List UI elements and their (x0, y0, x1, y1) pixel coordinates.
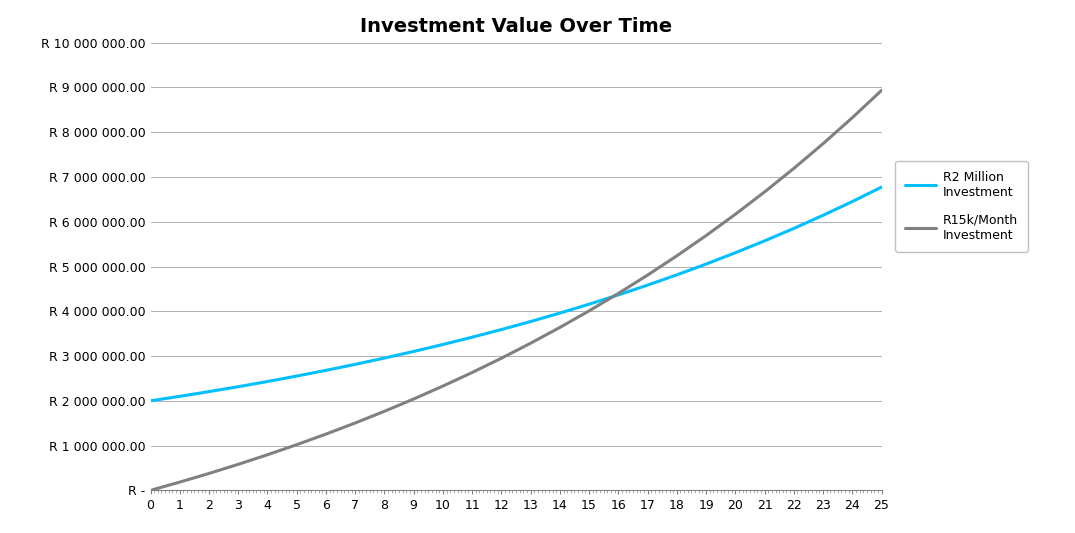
R2 Million
Investment (144, 398, 157, 404)
R2 Million
Investment (232, 384, 245, 390)
R2 Million
Investment (700, 261, 713, 267)
R2 Million
Investment (817, 212, 830, 219)
R15k/Month
Investment (700, 232, 713, 239)
R2 Million
Investment (407, 348, 420, 354)
R15k/Month
Investment (729, 211, 742, 217)
R2 Million
Investment (202, 389, 215, 395)
R2 Million
Investment (261, 378, 274, 385)
R2 Million
Investment (173, 393, 186, 400)
R2 Million
Investment (758, 238, 771, 244)
R15k/Month
Investment (202, 470, 215, 477)
R2 Million
Investment (465, 334, 478, 341)
R15k/Month
Investment (787, 165, 800, 172)
R15k/Month
Investment (378, 408, 391, 415)
R2 Million
Investment (671, 272, 684, 278)
R2 Million
Investment (348, 361, 361, 368)
R15k/Month
Investment (525, 340, 538, 346)
R2 Million
Investment (846, 198, 859, 205)
R15k/Month
Investment (348, 420, 361, 426)
R15k/Month
Investment (407, 396, 420, 402)
R15k/Month
Investment (436, 383, 449, 389)
R2 Million
Investment (290, 373, 303, 379)
R15k/Month
Investment (319, 431, 332, 437)
R2 Million
Investment (436, 341, 449, 348)
R2 Million
Investment (787, 225, 800, 232)
R2 Million
Investment (875, 184, 888, 190)
R2 Million
Investment (494, 326, 507, 333)
Line: R15k/Month
Investment: R15k/Month Investment (151, 91, 881, 490)
R15k/Month
Investment (641, 272, 654, 278)
R15k/Month
Investment (465, 369, 478, 376)
R15k/Month
Investment (494, 355, 507, 361)
R15k/Month
Investment (846, 115, 859, 121)
R15k/Month
Investment (758, 189, 771, 195)
R15k/Month
Investment (144, 487, 157, 494)
R15k/Month
Investment (554, 324, 567, 330)
R15k/Month
Investment (290, 441, 303, 448)
Title: Investment Value Over Time: Investment Value Over Time (360, 17, 672, 36)
R2 Million
Investment (583, 301, 596, 308)
R15k/Month
Investment (173, 479, 186, 486)
R2 Million
Investment (554, 310, 567, 316)
R15k/Month
Investment (583, 308, 596, 314)
Line: R2 Million
Investment: R2 Million Investment (151, 187, 881, 401)
R2 Million
Investment (641, 282, 654, 288)
R15k/Month
Investment (817, 141, 830, 147)
R2 Million
Investment (378, 355, 391, 361)
R15k/Month
Investment (612, 290, 625, 297)
R2 Million
Investment (612, 292, 625, 298)
R2 Million
Investment (729, 249, 742, 256)
R2 Million
Investment (319, 367, 332, 374)
Legend: R2 Million
Investment, R15k/Month
Investment: R2 Million Investment, R15k/Month Invest… (895, 161, 1028, 252)
R15k/Month
Investment (671, 253, 684, 259)
R15k/Month
Investment (232, 461, 245, 467)
R15k/Month
Investment (261, 451, 274, 458)
R15k/Month
Investment (875, 87, 888, 94)
R2 Million
Investment (525, 318, 538, 325)
